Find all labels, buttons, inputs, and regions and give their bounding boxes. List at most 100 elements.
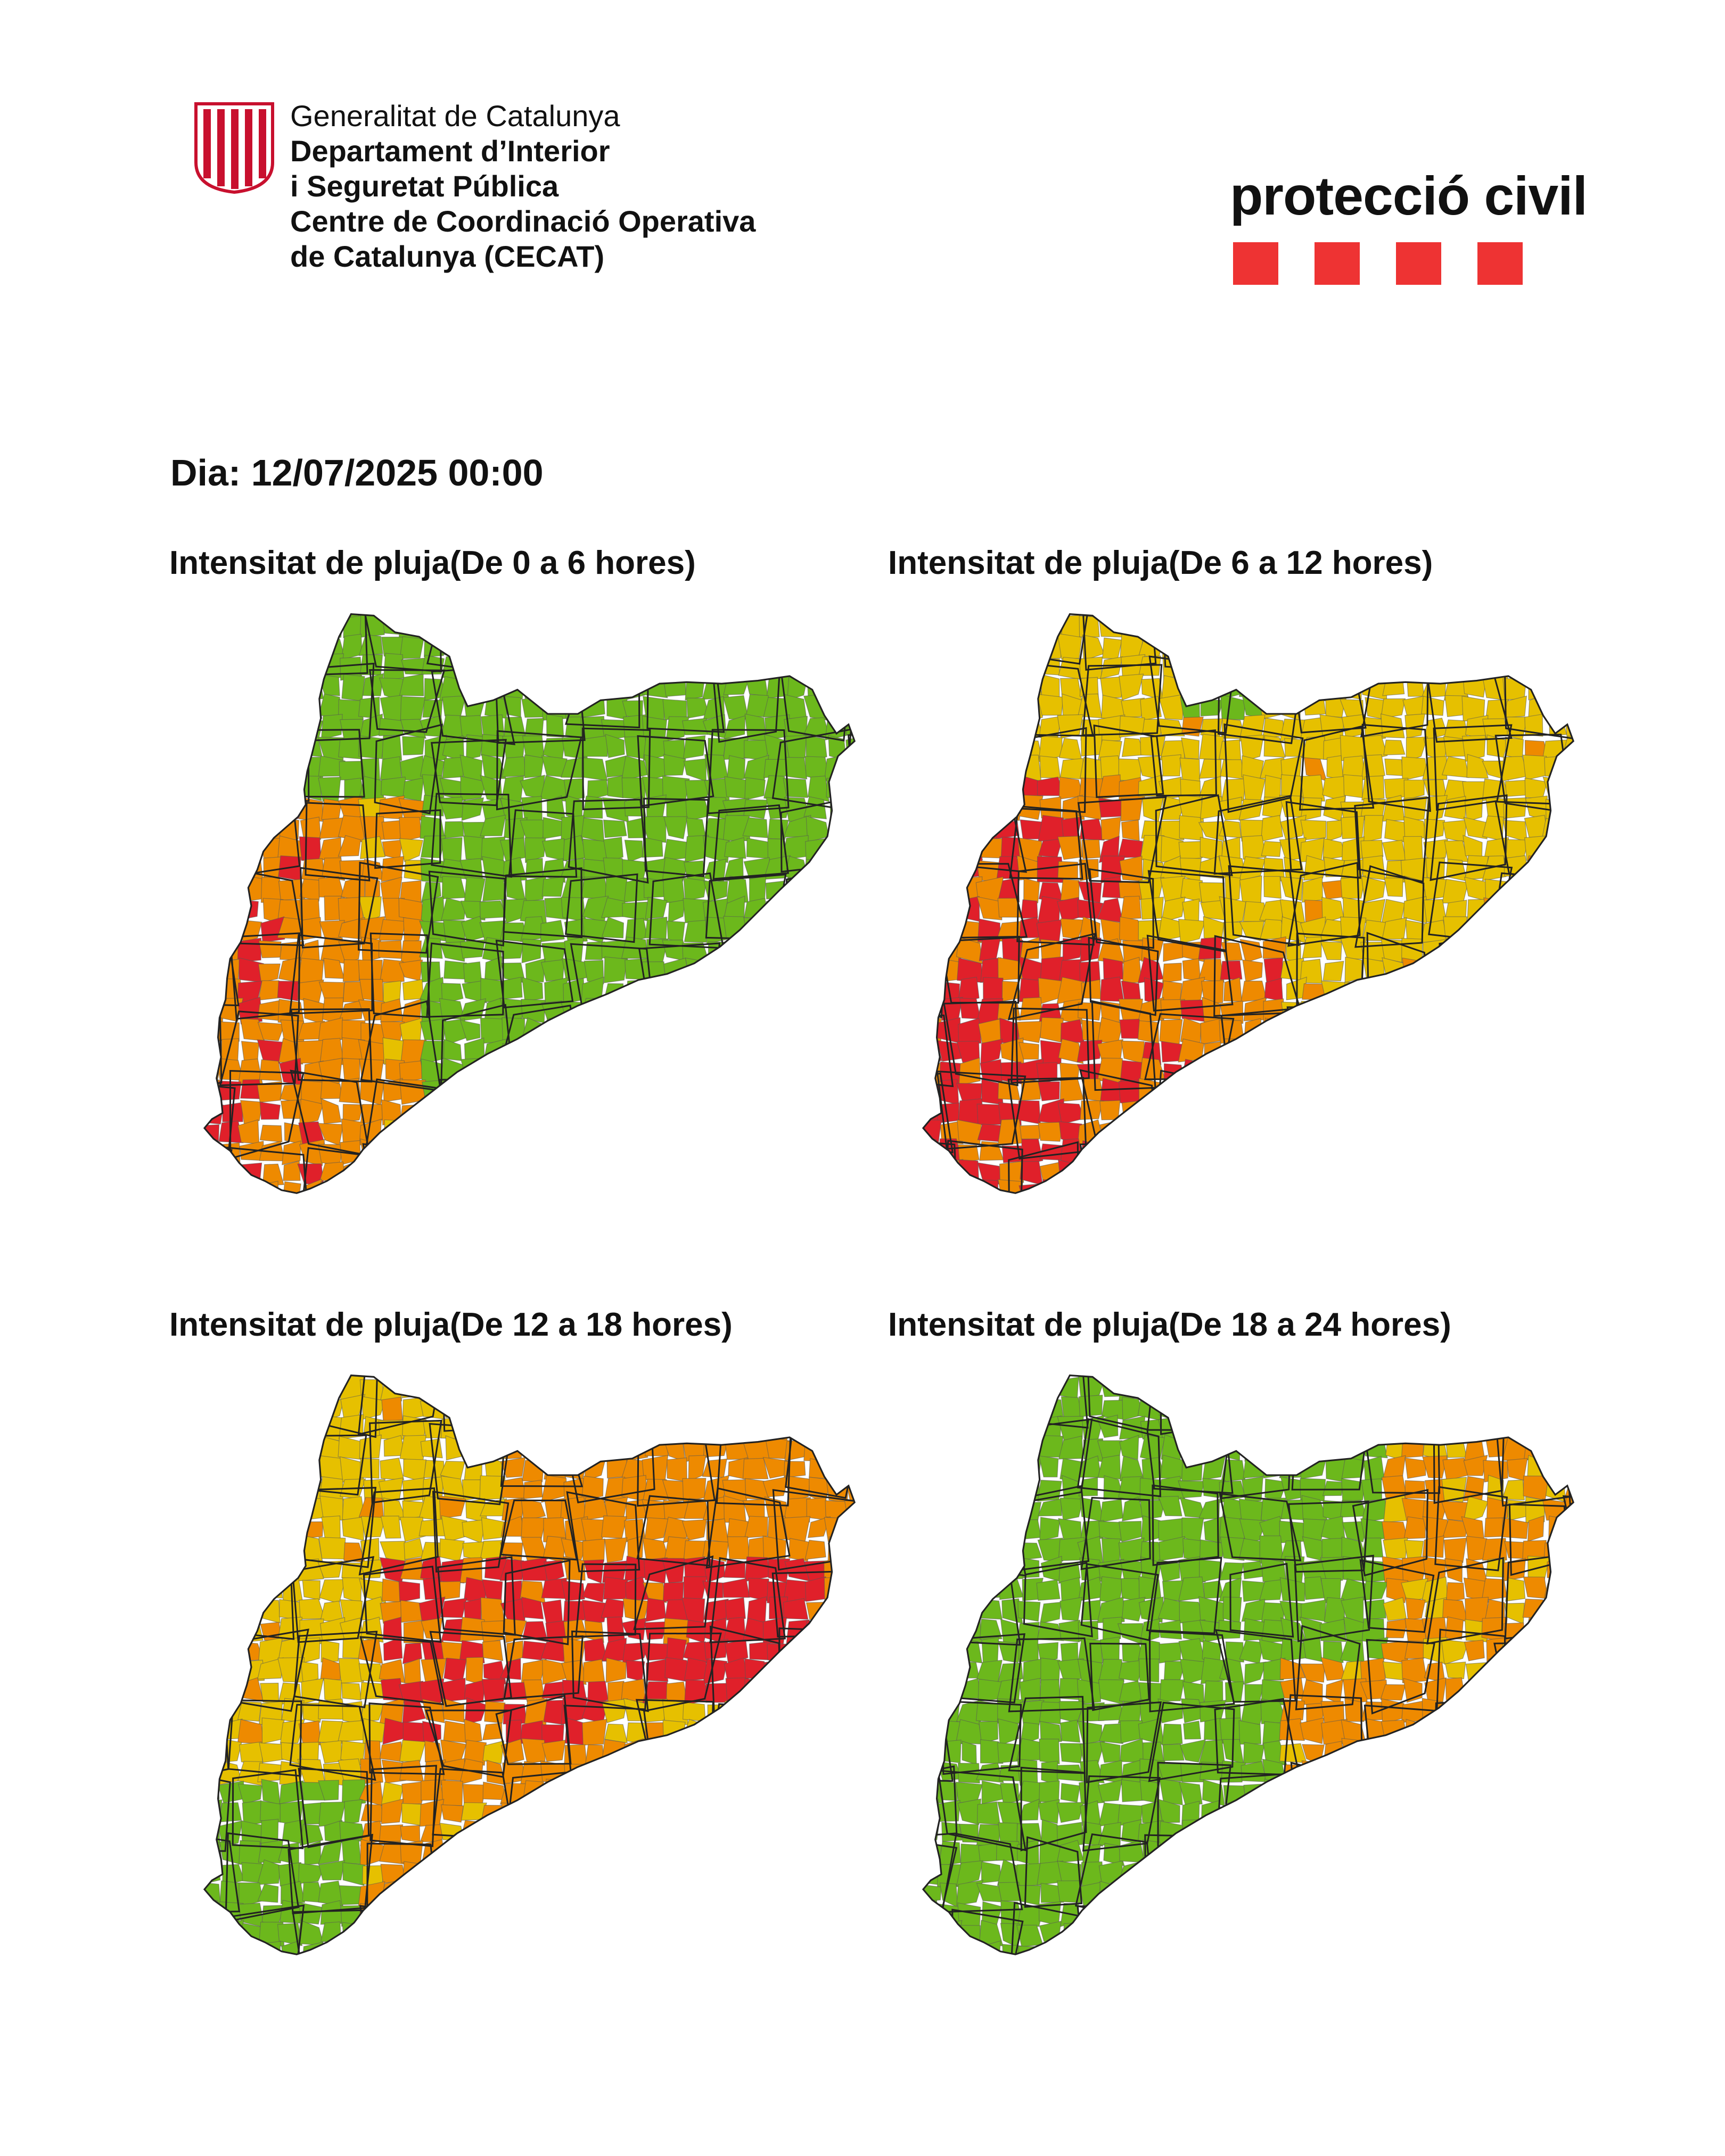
- municipality-cell: [848, 653, 855, 680]
- municipality-cell: [1121, 980, 1141, 1001]
- municipality-cell: [727, 2028, 750, 2048]
- municipality-cell: [662, 1582, 684, 1602]
- county-boundary: [570, 1375, 655, 1436]
- municipality-cell: [541, 1164, 562, 1184]
- municipality-cell: [937, 1637, 962, 1662]
- municipality-cell: [298, 1397, 326, 1421]
- municipality-cell: [786, 1140, 807, 1163]
- municipality-cell: [645, 1018, 667, 1041]
- municipality-cell: [178, 1019, 203, 1043]
- municipality-cell: [462, 1940, 485, 1955]
- org-line-2: Departament d’Interior: [290, 134, 610, 168]
- municipality-cell: [936, 695, 963, 722]
- municipality-cell: [744, 1698, 768, 1724]
- municipality-cell: [743, 653, 768, 678]
- municipality-cell: [1583, 978, 1607, 1004]
- municipality-cell: [998, 1718, 1019, 1746]
- municipality-cell: [1502, 1139, 1526, 1166]
- municipality-cell: [901, 982, 921, 1004]
- municipality-cell: [686, 2003, 703, 2028]
- municipality-cell: [484, 1701, 506, 1724]
- municipality-cell: [1401, 653, 1427, 681]
- municipality-cell: [704, 1759, 729, 1783]
- municipality-cell: [1486, 1220, 1507, 1246]
- municipality-cell: [1342, 1520, 1368, 1543]
- municipality-cell: [1569, 1200, 1590, 1227]
- municipality-cell: [445, 1961, 463, 1987]
- municipality-cell: [499, 1903, 524, 1926]
- county-boundary: [204, 865, 229, 951]
- county-boundary: [1220, 1082, 1291, 1156]
- municipality-cell: [1463, 835, 1483, 857]
- municipality-cell: [520, 1394, 546, 1422]
- municipality-cell: [1341, 1375, 1364, 1400]
- municipality-cell: [1220, 1082, 1246, 1102]
- municipality-cell: [176, 1618, 203, 1642]
- municipality-cell: [1360, 1378, 1388, 1402]
- municipality-cell: [520, 635, 547, 661]
- municipality-cell: [262, 1163, 284, 1187]
- municipality-cell: [643, 1880, 670, 1907]
- municipality-cell: [804, 1159, 826, 1186]
- municipality-cell: [1504, 1280, 1524, 1304]
- municipality-cell: [179, 1357, 201, 1375]
- municipality-cell: [440, 597, 463, 614]
- municipality-cell: [897, 1394, 923, 1421]
- municipality-cell: [938, 1616, 963, 1641]
- municipality-cell: [998, 615, 1021, 640]
- municipality-cell: [1464, 1639, 1485, 1661]
- municipality-cell: [1565, 1576, 1574, 1600]
- municipality-cell: [1099, 614, 1121, 619]
- county-boundary: [234, 1375, 301, 1430]
- municipality-cell: [1422, 1535, 1444, 1558]
- municipality-cell: [503, 976, 523, 1000]
- municipality-cell: [238, 835, 265, 858]
- municipality-cell: [878, 719, 899, 739]
- municipality-cell: [1284, 1121, 1307, 1146]
- municipality-cell: [784, 636, 809, 656]
- municipality-cell: [216, 841, 245, 861]
- municipality-cell: [1179, 815, 1204, 841]
- municipality-cell: [704, 1961, 728, 1984]
- municipality-cell: [644, 1142, 668, 1166]
- municipality-cell: [878, 877, 899, 900]
- municipality-cell: [923, 1579, 941, 1599]
- municipality-cell: [958, 1460, 982, 1482]
- municipality-cell: [1447, 997, 1468, 1025]
- municipality-cell: [605, 1657, 627, 1683]
- municipality-cell: [785, 1038, 809, 1063]
- county-boundary: [204, 1901, 235, 1955]
- municipality-cell: [1320, 1101, 1348, 1124]
- municipality-cell: [786, 977, 807, 1004]
- municipality-cell: [218, 918, 241, 943]
- municipality-cell: [1286, 1159, 1305, 1187]
- municipality-cell: [784, 958, 811, 980]
- brand-name: protecció civil: [1230, 166, 1588, 226]
- municipality-cell: [940, 779, 957, 800]
- county-boundary: [943, 1000, 1018, 1087]
- municipality-cell: [1020, 899, 1038, 919]
- municipality-cell: [160, 1598, 179, 1623]
- municipality-cell: [402, 614, 424, 619]
- municipality-cell: [1362, 1179, 1388, 1194]
- municipality-cell: [962, 1740, 977, 1765]
- municipality-cell: [896, 1660, 921, 1684]
- municipality-cell: [582, 2042, 607, 2066]
- municipality-cell: [581, 1199, 605, 1225]
- municipality-cell: [1342, 1357, 1363, 1375]
- municipality-cell: [1504, 1221, 1526, 1247]
- county-boundary: [565, 873, 638, 943]
- municipality-cell: [1001, 1378, 1024, 1398]
- municipality-cell: [278, 1536, 301, 1564]
- municipality-cell: [746, 1843, 768, 1867]
- municipality-cell: [1463, 817, 1488, 840]
- municipality-cell: [1200, 1081, 1226, 1103]
- municipality-cell: [844, 1599, 855, 1624]
- municipality-cell: [1077, 1040, 1103, 1063]
- municipality-cell: [1057, 1180, 1085, 1194]
- municipality-cell: [1524, 1122, 1548, 1147]
- municipality-cell: [661, 1900, 688, 1925]
- municipality-cell: [587, 1859, 607, 1887]
- municipality-cell: [923, 1119, 942, 1145]
- municipality-cell: [218, 896, 241, 924]
